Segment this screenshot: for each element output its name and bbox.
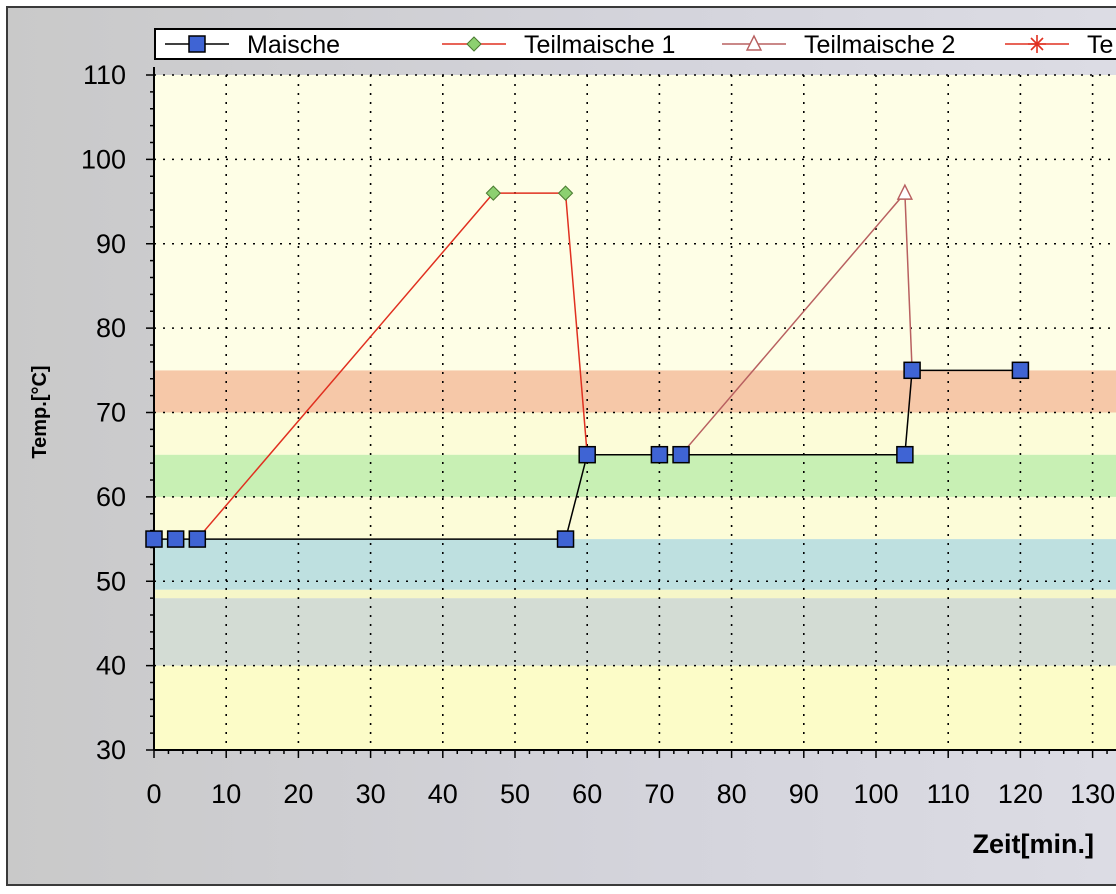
y-tick-label: 60: [96, 482, 126, 512]
data-point-te: [1028, 35, 1046, 53]
legend-label: Te: [1087, 31, 1113, 59]
temperature-band: [154, 665, 1116, 750]
x-tick-label: 100: [853, 779, 898, 809]
x-tick-label: 120: [998, 779, 1043, 809]
x-tick-label: 30: [356, 779, 386, 809]
y-axis-title: Temp.[°C]: [29, 365, 51, 458]
data-point-maische: [578, 445, 596, 464]
legend-label: Teilmaische 2: [804, 31, 955, 59]
data-point-teilmaische-2: [896, 183, 914, 200]
y-tick-label: 30: [96, 735, 126, 765]
data-point-maische: [672, 445, 690, 464]
temperature-band: [154, 598, 1116, 666]
x-tick-label: 130: [1070, 779, 1115, 809]
data-point-maische: [166, 530, 185, 548]
data-point-teilmaische-1: [557, 185, 574, 201]
y-tick-label: 40: [96, 651, 126, 681]
y-tick-label: 90: [96, 229, 126, 259]
x-tick-label: 80: [717, 779, 747, 809]
temperature-band: [154, 539, 1116, 590]
x-tick-label: 20: [283, 779, 313, 809]
data-point-maische: [1011, 361, 1030, 380]
data-point-maische: [145, 530, 163, 548]
x-axis-title: Zeit[min.]: [973, 829, 1095, 859]
y-tick-label: 50: [96, 566, 126, 596]
temperature-band: [154, 75, 1116, 371]
y-tick-label: 100: [81, 144, 126, 174]
series-line-teilmaische-1: [196, 192, 588, 540]
y-tick-label: 110: [83, 60, 126, 90]
legend-label: Teilmaische 1: [524, 31, 675, 59]
y-tick-label: 80: [96, 313, 126, 343]
data-point-maische: [556, 530, 575, 548]
x-tick-label: 60: [572, 779, 602, 809]
x-tick-label: 50: [500, 779, 530, 809]
temperature-band: [154, 589, 1116, 599]
data-point-maische: [896, 445, 914, 464]
temperature-band: [154, 370, 1116, 413]
data-point-teilmaische-2: [745, 34, 763, 51]
legend-label: Maische: [247, 31, 340, 59]
x-tick-label: 70: [644, 779, 674, 809]
y-tick-label: 70: [96, 398, 126, 428]
data-point-maische: [188, 35, 206, 53]
x-tick-label: 110: [927, 779, 970, 809]
data-point-teilmaische-1: [485, 185, 502, 201]
x-tick-label: 40: [428, 779, 458, 809]
temperature-band: [154, 496, 1116, 540]
temperature-band: [154, 454, 1116, 497]
data-point-maische: [188, 530, 207, 548]
legend: [154, 28, 1116, 60]
data-point-maische: [650, 445, 669, 464]
series-line-maische: [154, 369, 1021, 540]
x-tick-label: 0: [146, 779, 161, 809]
x-tick-label: 10: [211, 779, 241, 809]
data-point-maische: [903, 361, 921, 380]
data-point-teilmaische-1: [466, 36, 482, 52]
temperature-band: [154, 412, 1116, 455]
x-tick-label: 90: [789, 779, 819, 809]
